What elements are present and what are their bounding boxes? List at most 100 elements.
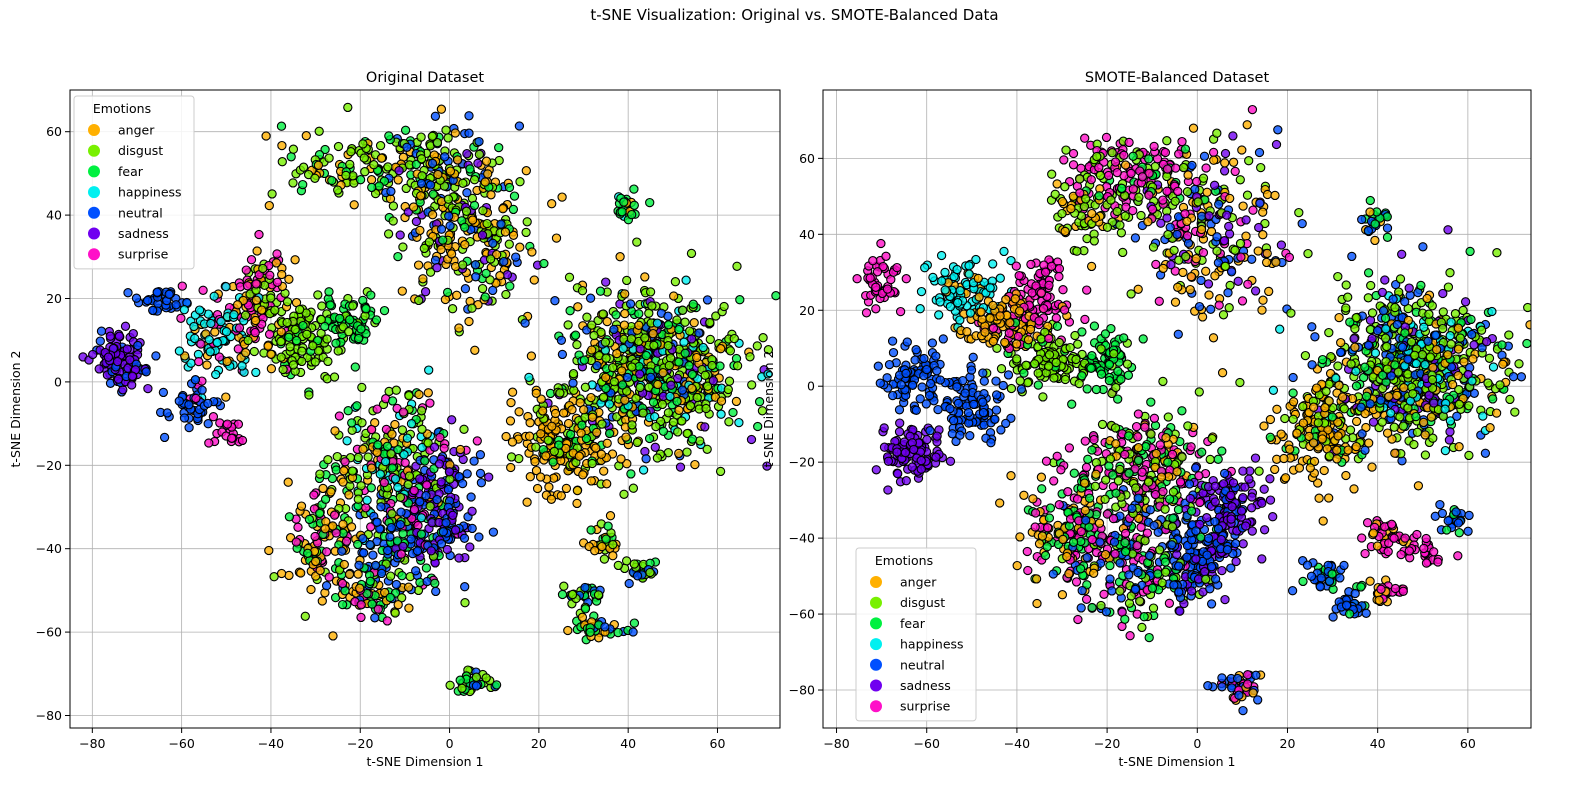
point-anger bbox=[507, 387, 518, 397]
point-anger bbox=[1173, 282, 1183, 292]
point-disgust bbox=[481, 673, 491, 683]
point-neutral bbox=[179, 413, 190, 423]
point-surprise bbox=[1073, 614, 1083, 625]
legend: Emotionsangerdisgustfearhappinessneutral… bbox=[73, 95, 195, 270]
point-disgust bbox=[1023, 378, 1033, 388]
point-fear bbox=[367, 599, 377, 609]
point-happiness bbox=[618, 343, 628, 354]
point-neutral bbox=[123, 288, 133, 298]
point-disgust bbox=[701, 403, 711, 414]
point-anger bbox=[578, 470, 588, 480]
point-disgust bbox=[608, 362, 618, 373]
point-neutral bbox=[1203, 681, 1213, 691]
point-disgust bbox=[705, 317, 715, 328]
point-anger bbox=[605, 511, 616, 521]
point-anger bbox=[366, 175, 377, 185]
point-neutral bbox=[459, 533, 470, 543]
point-disgust bbox=[619, 489, 629, 499]
point-disgust bbox=[663, 341, 673, 351]
point-neutral bbox=[142, 295, 153, 306]
point-anger bbox=[222, 356, 232, 367]
point-anger bbox=[306, 584, 316, 595]
point-fear bbox=[581, 433, 592, 444]
point-happiness bbox=[229, 310, 239, 320]
point-happiness bbox=[194, 305, 205, 315]
point-neutral bbox=[412, 546, 423, 556]
point-fear bbox=[438, 235, 448, 245]
point-sadness bbox=[436, 477, 446, 487]
point-disgust bbox=[723, 384, 733, 395]
x-tick-label: −20 bbox=[347, 736, 373, 751]
point-anger bbox=[318, 483, 328, 494]
point-anger bbox=[532, 483, 543, 494]
point-disgust bbox=[729, 333, 739, 344]
point-anger bbox=[690, 459, 700, 470]
point-disgust bbox=[288, 360, 299, 370]
point-anger bbox=[241, 348, 251, 358]
point-fear bbox=[387, 396, 398, 406]
point-neutral bbox=[159, 432, 170, 443]
point-disgust bbox=[276, 352, 286, 362]
point-anger bbox=[423, 388, 433, 398]
point-happiness bbox=[789, 272, 797, 280]
point-disgust bbox=[632, 437, 642, 448]
point-anger bbox=[1336, 337, 1346, 348]
point-fear bbox=[397, 571, 407, 581]
point-fear bbox=[331, 338, 341, 348]
point-neutral bbox=[174, 396, 184, 406]
point-anger bbox=[498, 204, 508, 214]
point-neutral bbox=[1107, 586, 1117, 596]
point-sadness bbox=[103, 352, 114, 362]
point-surprise bbox=[321, 547, 332, 557]
point-happiness bbox=[1275, 324, 1285, 334]
point-sadness bbox=[450, 525, 461, 535]
point-anger bbox=[586, 392, 596, 403]
point-anger bbox=[1120, 160, 1131, 170]
point-anger bbox=[617, 366, 627, 376]
point-anger bbox=[558, 408, 569, 418]
point-fear bbox=[505, 281, 515, 291]
point-surprise bbox=[291, 537, 301, 547]
point-neutral bbox=[600, 622, 610, 632]
point-sadness bbox=[447, 415, 457, 425]
point-neutral bbox=[372, 517, 382, 527]
point-fear bbox=[1265, 432, 1275, 442]
point-fear bbox=[771, 291, 780, 301]
point-disgust bbox=[645, 567, 655, 578]
point-sadness bbox=[893, 469, 903, 479]
point-disgust bbox=[457, 683, 467, 693]
point-anger bbox=[266, 349, 276, 359]
point-anger bbox=[550, 408, 561, 419]
point-disgust bbox=[638, 408, 648, 418]
point-happiness bbox=[251, 367, 261, 378]
point-fear bbox=[320, 321, 330, 332]
point-disgust bbox=[469, 175, 480, 185]
point-disgust bbox=[416, 406, 427, 416]
point-fear bbox=[1119, 333, 1129, 343]
point-sadness bbox=[465, 542, 475, 552]
point-disgust bbox=[647, 301, 657, 311]
point-disgust bbox=[702, 444, 712, 454]
point-surprise bbox=[373, 604, 383, 614]
point-sadness bbox=[1231, 556, 1241, 567]
point-neutral bbox=[141, 367, 151, 377]
point-anger bbox=[538, 406, 548, 416]
point-sadness bbox=[122, 344, 132, 354]
point-surprise bbox=[251, 279, 261, 289]
point-disgust bbox=[333, 141, 344, 152]
point-sadness bbox=[1217, 565, 1227, 576]
point-surprise bbox=[265, 270, 275, 280]
point-sadness bbox=[883, 485, 893, 495]
point-anger bbox=[525, 472, 535, 482]
point-fear bbox=[672, 396, 682, 407]
point-neutral bbox=[1194, 301, 1205, 312]
point-disgust bbox=[677, 416, 687, 426]
point-disgust bbox=[347, 466, 358, 476]
y-axis-label: t-SNE Dimension 2 bbox=[8, 351, 23, 468]
point-surprise bbox=[1154, 296, 1164, 306]
point-fear bbox=[430, 578, 440, 588]
point-anger bbox=[1052, 179, 1062, 189]
point-fear bbox=[327, 175, 337, 186]
point-fear bbox=[442, 287, 453, 298]
point-fear bbox=[1173, 504, 1184, 515]
